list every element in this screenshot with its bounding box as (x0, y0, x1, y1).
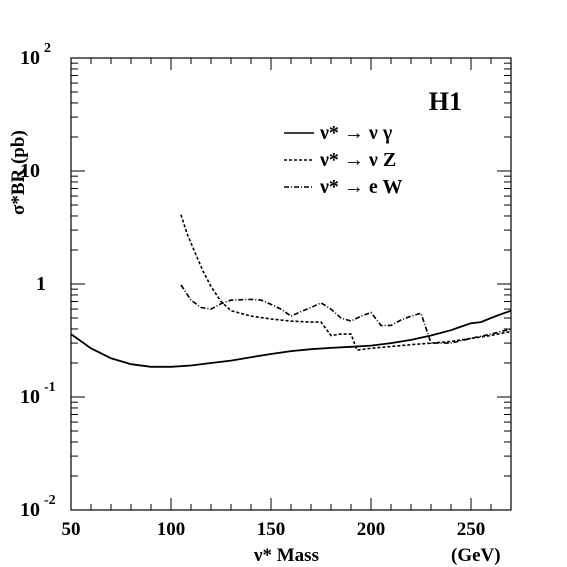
y-tick-exponent: 2 (44, 41, 51, 56)
x-tick-label: 150 (257, 519, 286, 540)
legend-label-2: ν* → e W (319, 176, 402, 198)
y-axis-label: σ*BR (pb) (8, 130, 29, 215)
y-tick-label: 10 (20, 499, 40, 521)
y-tick-label: 10 (20, 386, 40, 408)
series-line-0 (70, 309, 512, 368)
legend: ν* → ν γ ν* → ν Z ν* → e W (284, 122, 402, 198)
y-tick-exponent: -1 (44, 380, 56, 395)
y-tick-labels: 10 -2 10 -1 1 10 10 2 (20, 41, 56, 521)
x-axis-label: ν* Mass (253, 545, 319, 566)
axis-ticks (70, 57, 512, 511)
x-tick-label: 200 (357, 519, 386, 540)
y-tick-label: 1 (36, 273, 46, 295)
x-tick-label: 250 (457, 519, 486, 540)
legend-label-0: ν* → ν γ (319, 122, 393, 144)
plot-frame (70, 57, 512, 511)
series-lines (70, 214, 512, 368)
chart-annotation: H1 (429, 87, 462, 116)
x-tick-labels: 50 100 150 200 250 (62, 519, 486, 540)
y-tick-label: 10 (20, 47, 40, 69)
series-line-1 (180, 214, 512, 351)
x-tick-label: 100 (157, 519, 186, 540)
x-tick-label: 50 (62, 519, 81, 540)
y-tick-label: 10 (20, 160, 40, 182)
y-tick-exponent: -2 (44, 493, 56, 508)
legend-label-1: ν* → ν Z (319, 149, 396, 171)
series-line-2 (180, 284, 512, 344)
x-axis-unit: (GeV) (451, 545, 501, 566)
